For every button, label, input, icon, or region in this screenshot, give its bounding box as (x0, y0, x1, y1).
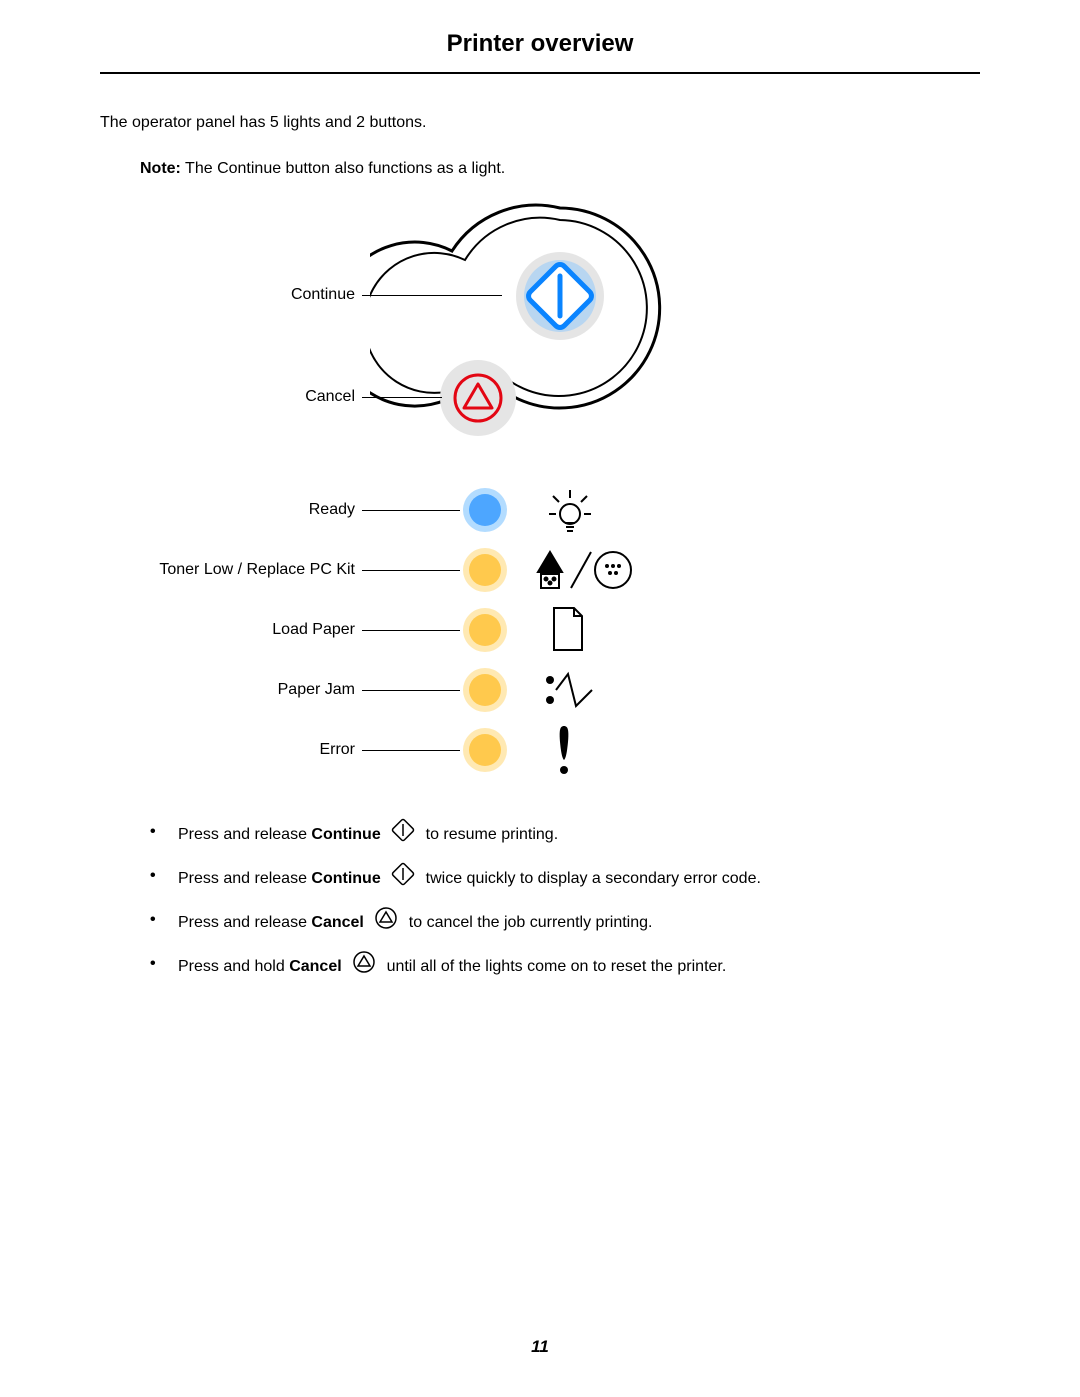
load-paper-light-icon (461, 606, 509, 654)
bullet-bold: Continue (311, 870, 380, 887)
bullet-item: Press and release Cancel to cancel the j… (150, 906, 980, 940)
bullet-bold: Cancel (311, 914, 363, 931)
toner-label: Toner Low / Replace PC Kit (159, 561, 355, 579)
page-number: 11 (0, 1337, 1080, 1357)
bullet-post: to resume printing. (426, 826, 559, 843)
continue-leader (362, 295, 502, 296)
title-rule (100, 72, 980, 74)
bullet-pre: Press and release (178, 826, 311, 843)
continue-inline-icon (391, 862, 415, 896)
title-block: Printer overview (100, 30, 980, 64)
cancel-label: Cancel (305, 388, 355, 406)
bulb-icon (545, 486, 595, 534)
note-line: Note: The Continue button also functions… (140, 160, 980, 178)
jam-icon (540, 666, 600, 714)
error-leader (362, 750, 460, 751)
paper-jam-label: Paper Jam (278, 681, 355, 699)
paper-icon (548, 604, 588, 654)
note-label: Note: (140, 160, 181, 177)
paper-jam-leader (362, 690, 460, 691)
load-paper-leader (362, 630, 460, 631)
bullet-item: Press and hold Cancel until all of the l… (150, 950, 980, 984)
bullet-post: twice quickly to display a secondary err… (426, 870, 761, 887)
continue-label: Continue (291, 286, 355, 304)
bullet-bold: Cancel (289, 958, 341, 975)
error-light-icon (461, 726, 509, 774)
panel-outline-svg (370, 198, 670, 488)
ready-leader (362, 510, 460, 511)
bullet-item: Press and release Continue twice quickly… (150, 862, 980, 896)
ready-light-icon (461, 486, 509, 534)
bullet-post: to cancel the job currently printing. (409, 914, 653, 931)
error-label: Error (319, 741, 355, 759)
page-title: Printer overview (447, 30, 634, 64)
bullet-post: until all of the lights come on to reset… (387, 958, 727, 975)
cancel-leader (362, 397, 442, 398)
bullet-pre: Press and release (178, 870, 311, 887)
toner-light-icon (461, 546, 509, 594)
operator-panel-diagram: Continue Cancel Ready Toner Low / Replac… (140, 198, 840, 798)
intro-text: The operator panel has 5 lights and 2 bu… (100, 114, 980, 132)
bullet-pre: Press and hold (178, 958, 289, 975)
exclamation-icon (552, 722, 576, 778)
paper-jam-light-icon (461, 666, 509, 714)
continue-inline-icon (391, 818, 415, 852)
bullet-bold: Continue (311, 826, 380, 843)
bullet-pre: Press and release (178, 914, 311, 931)
note-text: The Continue button also functions as a … (181, 160, 505, 177)
toner-glyph-icon (535, 546, 635, 594)
page: Printer overview The operator panel has … (0, 0, 1080, 1397)
ready-label: Ready (309, 501, 355, 519)
toner-leader (362, 570, 460, 571)
cancel-inline-icon (352, 950, 376, 984)
load-paper-label: Load Paper (272, 621, 355, 639)
instruction-list: Press and release Continue to resume pri… (100, 818, 980, 984)
bullet-item: Press and release Continue to resume pri… (150, 818, 980, 852)
cancel-inline-icon (374, 906, 398, 940)
